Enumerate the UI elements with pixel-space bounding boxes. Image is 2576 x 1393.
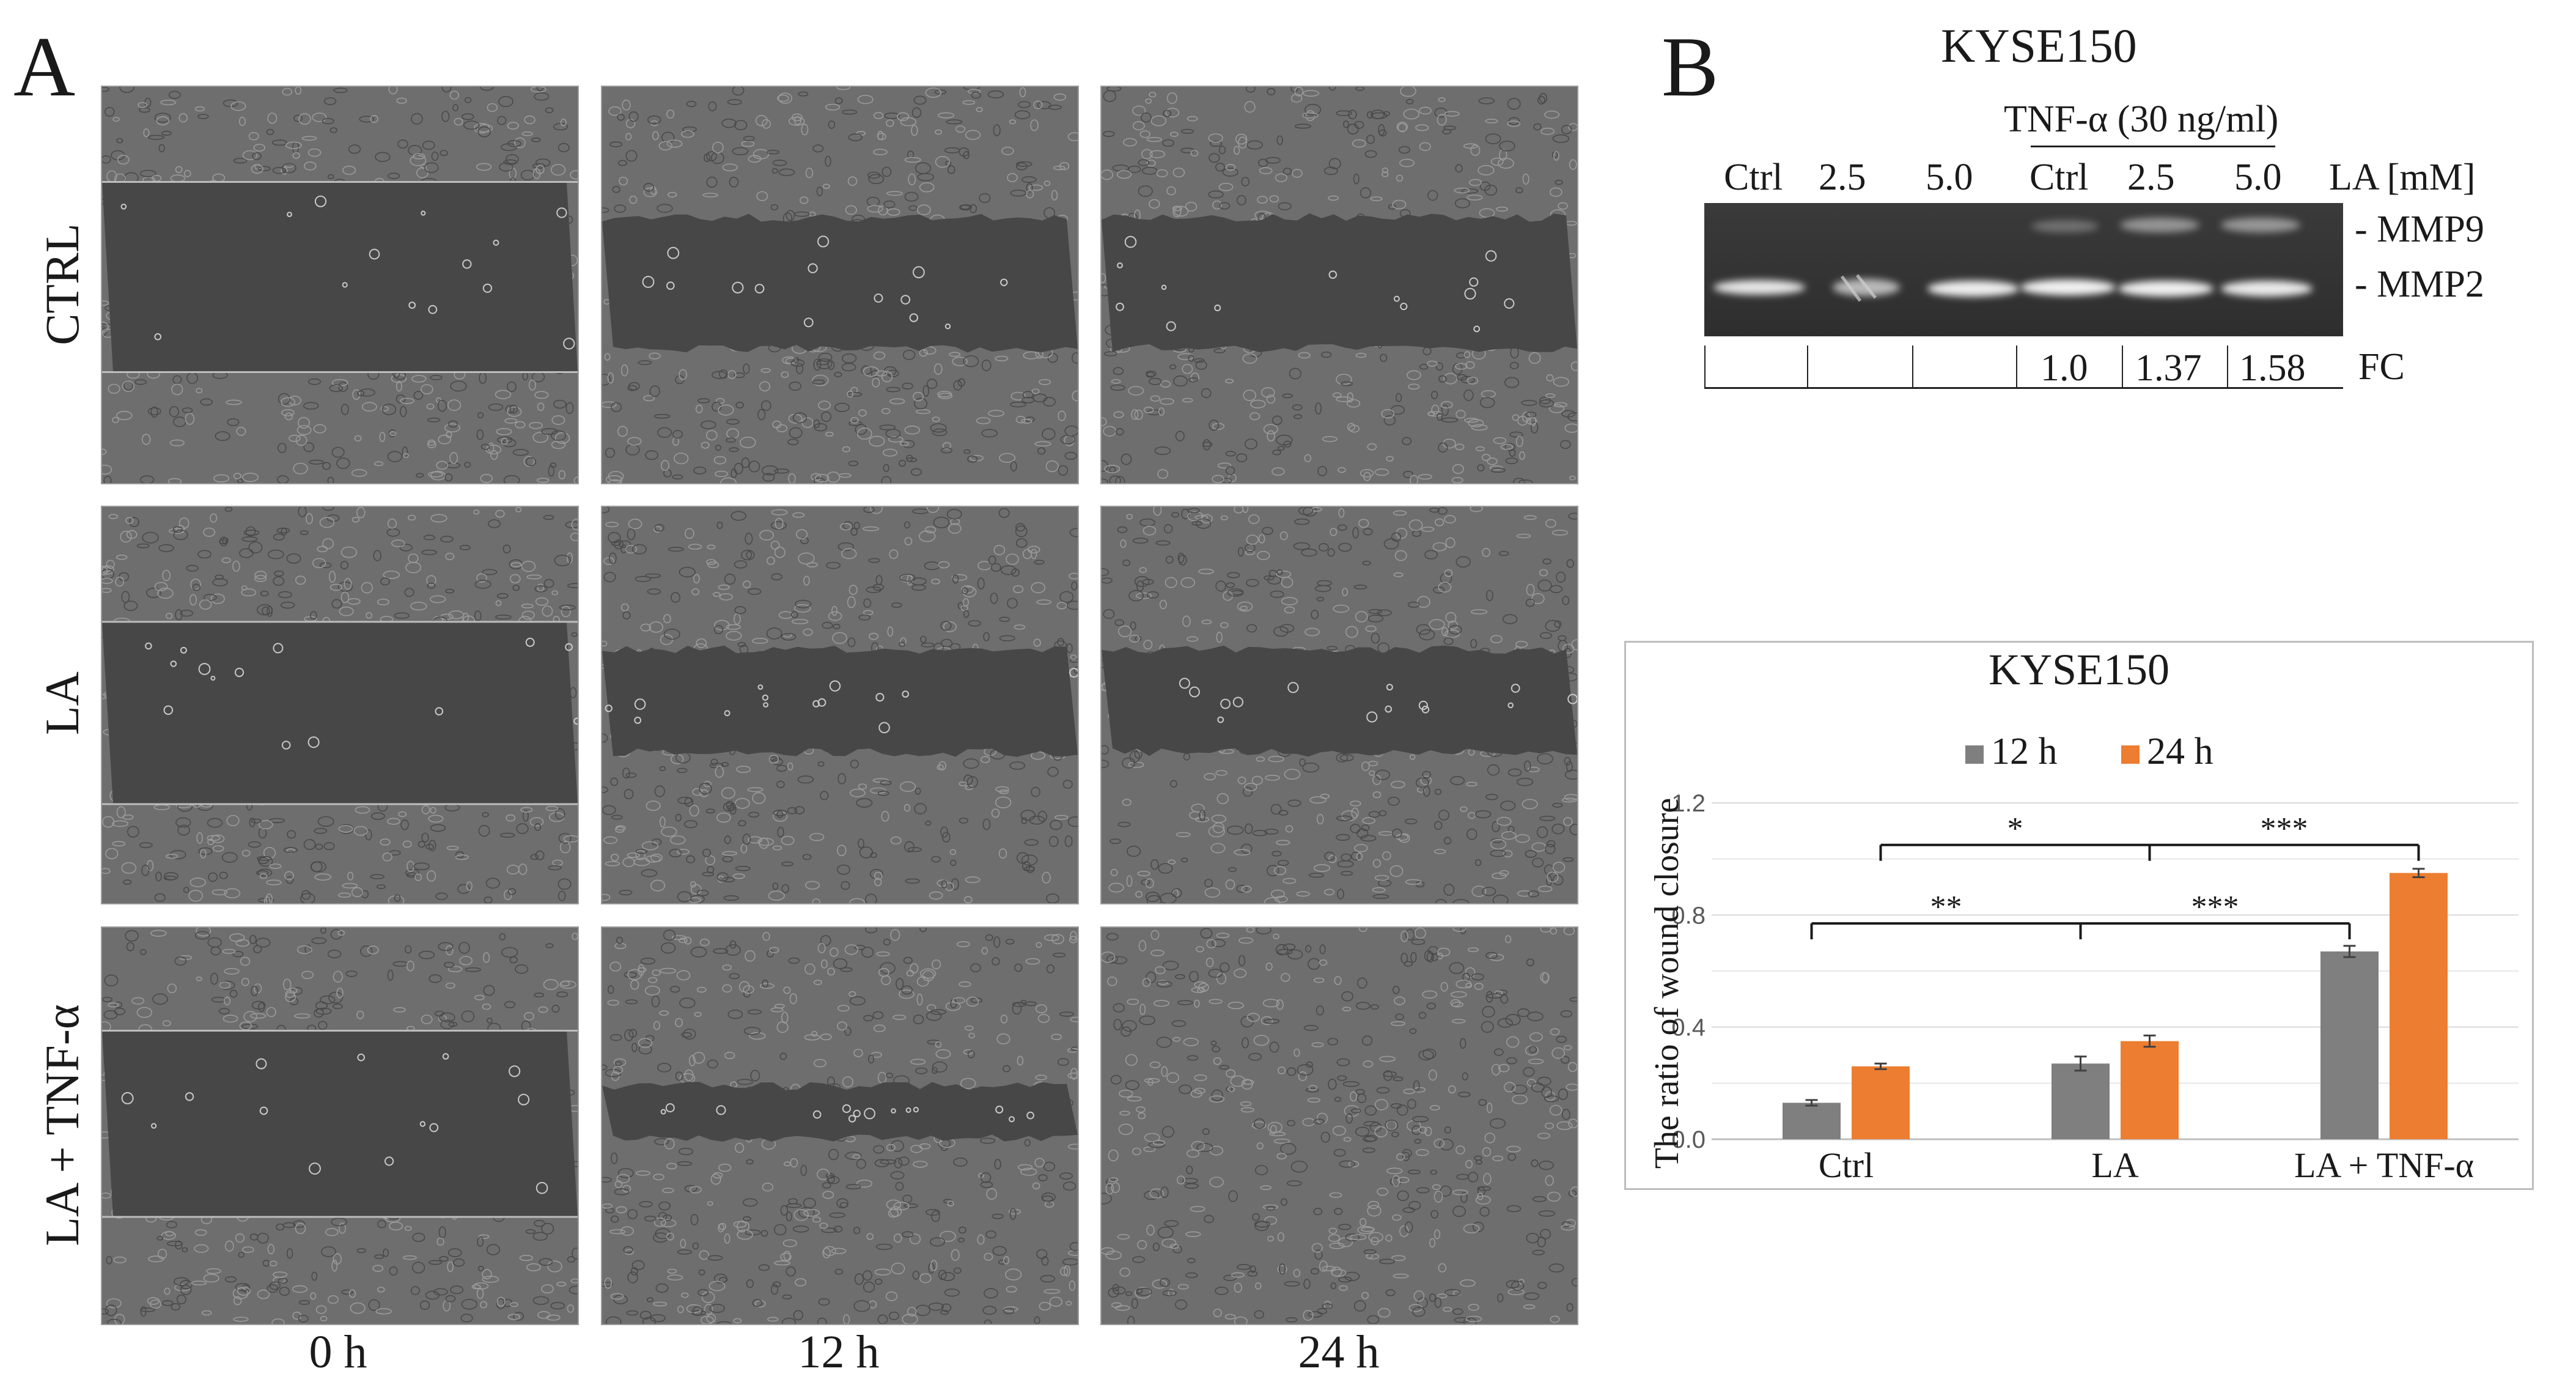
panel-b-letter: B <box>1662 20 1719 114</box>
significance-label: *** <box>2191 890 2239 925</box>
lane-label: Ctrl <box>1724 157 1783 198</box>
micrograph-tile <box>101 506 579 904</box>
time-label-12h: 12 h <box>798 1326 880 1378</box>
x-category-label: LA <box>2091 1145 2138 1185</box>
significance-label: * <box>2007 811 2023 846</box>
lane-label: 2.5 <box>2127 157 2175 198</box>
bar <box>2390 873 2448 1139</box>
significance-label: *** <box>2261 811 2308 846</box>
panel-a-letter: A <box>13 20 76 114</box>
bar <box>2121 1041 2179 1139</box>
zymography-gel <box>1704 203 2343 336</box>
lane-label: 2.5 <box>1819 157 1866 198</box>
chart-title: KYSE150 <box>1989 645 2169 694</box>
y-tick-label: 0.8 <box>1671 902 1706 929</box>
lane-label: 5.0 <box>1926 157 1973 198</box>
y-tick-label: 0.0 <box>1671 1126 1706 1153</box>
row-label-la: LA <box>35 671 89 735</box>
bar <box>1783 1103 1841 1139</box>
micrograph-tile <box>1100 926 1578 1325</box>
micrograph-tile <box>601 506 1079 904</box>
lane-label: Ctrl <box>2030 157 2089 198</box>
wound-closure-chart: KYSE150 12 h 24 h 0.0 0.4 0.8 1.2 The ratio of … <box>1624 641 2534 1190</box>
bar <box>2320 951 2379 1139</box>
micrograph-tile <box>101 86 579 484</box>
fc-value: 1.0 <box>2041 347 2088 389</box>
row-label-ctrl: CTRL <box>35 223 89 345</box>
significance-label: ** <box>1930 890 1962 925</box>
fc-table: 1.0 1.37 1.58 <box>1704 345 2343 389</box>
time-label-24h: 24 h <box>1298 1326 1380 1378</box>
micrograph-tile <box>1100 86 1578 484</box>
legend-swatch <box>2121 745 2140 764</box>
legend-label: 24 h <box>2147 731 2214 772</box>
x-category-label: LA + TNF-α <box>2294 1145 2474 1185</box>
y-tick-label: 0.4 <box>1671 1014 1706 1041</box>
band-label-mmp9: - MMP9 <box>2355 209 2484 250</box>
lane-label: 5.0 <box>2234 157 2282 198</box>
micrograph-tile <box>601 926 1079 1325</box>
row-label-la-tnf: LA + TNF-α <box>35 1004 89 1246</box>
tnf-bracket-line <box>2031 146 2275 147</box>
band-label-mmp2: - MMP2 <box>2355 264 2484 305</box>
x-category-label: Ctrl <box>1819 1145 1874 1185</box>
legend-label: 12 h <box>1991 731 2058 772</box>
fc-label: FC <box>2358 346 2405 388</box>
tnf-treatment-label: TNF-α (30 ng/ml) <box>2004 98 2279 140</box>
fc-value: 1.58 <box>2239 347 2306 389</box>
bar <box>2052 1063 2110 1139</box>
time-label-0h: 0 h <box>309 1326 367 1378</box>
micrograph-tile <box>601 86 1079 484</box>
micrograph-tile <box>101 926 579 1325</box>
bar <box>1852 1066 1910 1139</box>
lane-axis-label: LA [mM] <box>2329 157 2476 198</box>
legend-swatch <box>1965 745 1984 764</box>
y-tick-label: 1.2 <box>1671 790 1706 817</box>
y-axis-label: The ratio of wound closure <box>1648 798 1686 1169</box>
micrograph-tile <box>1100 506 1578 904</box>
gel-title: KYSE150 <box>1941 19 2137 72</box>
fc-value: 1.37 <box>2135 347 2202 389</box>
